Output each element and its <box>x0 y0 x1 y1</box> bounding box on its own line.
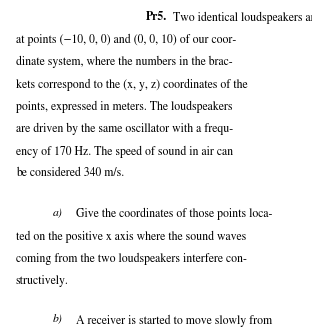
Text: dinate system, where the numbers in the brac-: dinate system, where the numbers in the … <box>16 56 232 68</box>
Text: ency of 170 Hz. The speed of sound in air can: ency of 170 Hz. The speed of sound in ai… <box>16 145 233 157</box>
Text: be considered 340 m/s.: be considered 340 m/s. <box>16 168 124 179</box>
Text: coming from the two loudspeakers interfere con-: coming from the two loudspeakers interfe… <box>16 253 246 265</box>
Text: points, expressed in meters. The loudspeakers: points, expressed in meters. The loudspe… <box>16 101 232 113</box>
Text: at points (−10, 0, 0) and (0, 0, 10) of our coor-: at points (−10, 0, 0) and (0, 0, 10) of … <box>16 34 236 46</box>
Text: A receiver is started to move slowly from: A receiver is started to move slowly fro… <box>76 315 272 327</box>
Text: Give the coordinates of those points loca-: Give the coordinates of those points loc… <box>76 208 272 220</box>
Text: kets correspond to the (x, y, z) coordinates of the: kets correspond to the (x, y, z) coordin… <box>16 78 247 91</box>
Text: structively.: structively. <box>16 275 68 287</box>
Text: a): a) <box>53 208 63 218</box>
Text: ted on the positive x axis where the sound waves: ted on the positive x axis where the sou… <box>16 230 246 242</box>
Text: Pr5.: Pr5. <box>145 11 167 24</box>
Text: b): b) <box>53 315 63 325</box>
Text: Two identical loudspeakers are located: Two identical loudspeakers are located <box>173 11 312 24</box>
Text: are driven by the same oscillator with a frequ-: are driven by the same oscillator with a… <box>16 123 233 135</box>
